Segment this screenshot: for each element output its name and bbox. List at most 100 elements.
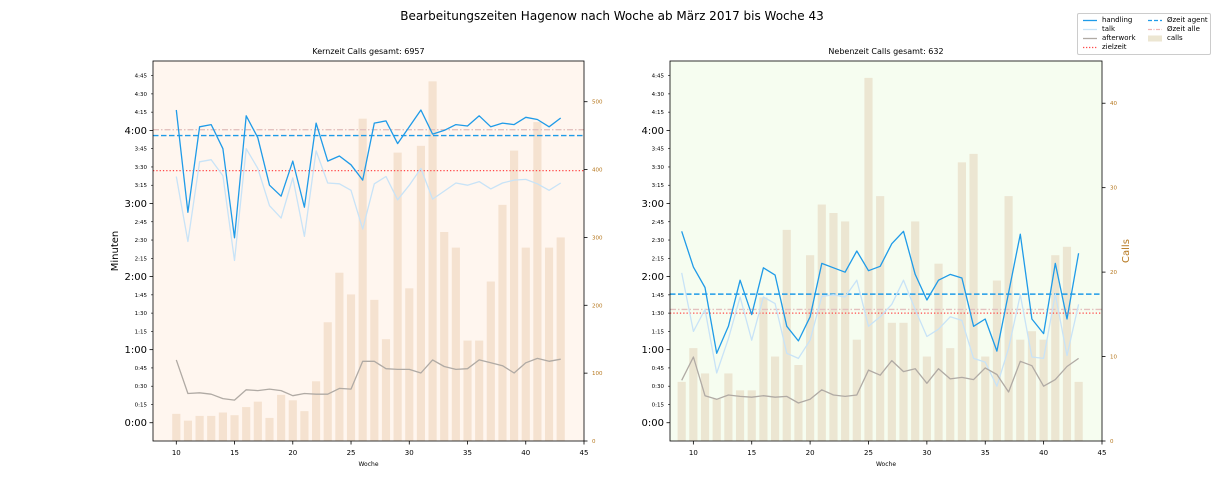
- calls-bar: [486, 281, 495, 441]
- y-tick-label: 4:00: [642, 126, 664, 137]
- y-minor-tick-label: 1:15: [135, 329, 148, 335]
- y2-axis-label: Calls: [1121, 239, 1132, 263]
- dotted-line-swatch-icon: [1083, 46, 1097, 49]
- calls-bar: [544, 247, 554, 441]
- calls-bar: [1027, 331, 1037, 441]
- plot-area: [153, 61, 584, 441]
- x-tick-label: 20: [806, 449, 815, 457]
- y2-tick-label: 300: [592, 235, 603, 241]
- y-axis-label: Minuten: [110, 231, 121, 272]
- legend-label: Øzeit agent: [1167, 16, 1208, 24]
- y-minor-tick-label: 2:15: [652, 256, 665, 262]
- calls-bar: [770, 356, 780, 441]
- y-tick-label: 1:00: [642, 345, 664, 356]
- y-minor-tick-label: 2:30: [135, 238, 148, 244]
- legend-label: calls: [1167, 34, 1183, 42]
- y-tick-label: 2:00: [642, 272, 664, 283]
- dashdot-line-swatch-icon: [1148, 28, 1162, 31]
- calls-bar: [183, 420, 193, 441]
- calls-bar: [265, 417, 274, 441]
- chart-legend: handling Øzeit agent talk Øzeit alle aft…: [1077, 13, 1211, 55]
- calls-bar: [1039, 339, 1048, 441]
- calls-bar: [428, 81, 437, 441]
- y-minor-tick-label: 4:30: [652, 92, 665, 98]
- x-tick-label: 10: [172, 449, 181, 457]
- calls-bar: [405, 288, 414, 441]
- calls-bar: [911, 221, 920, 441]
- calls-bar: [358, 118, 367, 441]
- calls-bar: [864, 77, 873, 441]
- calls-bar: [969, 153, 978, 441]
- calls-bar: [1074, 381, 1083, 441]
- legend-label: Øzeit alle: [1167, 25, 1200, 33]
- y-minor-tick-label: 1:45: [652, 293, 665, 299]
- calls-bar: [806, 255, 815, 441]
- calls-bar: [829, 213, 838, 441]
- y2-tick-label: 40: [1110, 101, 1117, 107]
- y-minor-tick-label: 2:30: [652, 238, 665, 244]
- calls-bar: [323, 322, 332, 441]
- calls-bar: [957, 162, 966, 442]
- y-minor-tick-label: 0:30: [135, 384, 148, 390]
- calls-bar: [841, 221, 850, 441]
- y-tick-label: 4:00: [125, 126, 147, 137]
- y-tick-label: 3:00: [642, 199, 664, 210]
- calls-bar: [440, 232, 449, 441]
- calls-bar: [747, 390, 756, 441]
- y-minor-tick-label: 3:30: [652, 165, 665, 171]
- y-tick-label: 3:00: [125, 199, 147, 210]
- calls-bar: [700, 373, 710, 441]
- x-tick-label: 35: [981, 449, 990, 457]
- calls-bar: [817, 204, 826, 441]
- afterwork-series-line: [175, 357, 561, 401]
- afterwork-line-swatch-icon: [1083, 37, 1097, 40]
- y-tick-label: 2:00: [125, 272, 147, 283]
- x-tick-label: 25: [347, 449, 356, 457]
- x-tick-label: 20: [288, 449, 297, 457]
- x-tick-label: 45: [1098, 449, 1107, 457]
- calls-bar: [1051, 255, 1060, 441]
- talk-line-swatch-icon: [1083, 28, 1097, 31]
- legend-label: talk: [1102, 25, 1116, 33]
- calls-bar: [1004, 196, 1013, 441]
- calls-bar: [510, 150, 519, 442]
- calls-bar: [934, 263, 943, 441]
- y-minor-tick-label: 4:15: [135, 110, 148, 116]
- calls-bar: [946, 348, 955, 441]
- y2-tick-label: 30: [1110, 186, 1117, 192]
- dashed-line-swatch-icon: [1148, 19, 1162, 22]
- plot-area: [670, 61, 1102, 441]
- y-minor-tick-label: 0:30: [652, 384, 665, 390]
- calls-bar: [346, 294, 356, 441]
- calls-bar: [335, 272, 344, 441]
- x-tick-label: 35: [463, 449, 472, 457]
- y-tick-label: 1:00: [125, 345, 147, 356]
- y2-tick-label: 200: [592, 303, 603, 309]
- x-tick-label: 40: [521, 449, 530, 457]
- handling-series-line: [175, 109, 562, 239]
- y-tick-label: 0:00: [642, 418, 664, 429]
- legend-label: afterwork: [1102, 34, 1136, 42]
- calls-bar: [556, 237, 565, 441]
- y2-tick-label: 400: [592, 168, 603, 174]
- x-tick-label: 25: [864, 449, 873, 457]
- y-minor-tick-label: 3:30: [135, 165, 148, 171]
- legend-label: handling: [1102, 16, 1133, 24]
- y-minor-tick-label: 4:30: [135, 92, 148, 98]
- calls-bar: [759, 297, 768, 441]
- calls-bar: [277, 394, 286, 441]
- handling-series-line: [681, 230, 1080, 354]
- y-minor-tick-label: 4:15: [652, 110, 665, 116]
- calls-bar: [677, 381, 686, 441]
- y2-tick-label: 20: [1110, 270, 1117, 276]
- y-minor-tick-label: 3:15: [135, 183, 148, 189]
- x-tick-label: 15: [747, 449, 756, 457]
- y-minor-tick-label: 0:15: [135, 402, 148, 408]
- calls-bar: [253, 401, 262, 441]
- calls-bar: [475, 340, 484, 441]
- y-minor-tick-label: 1:45: [135, 293, 148, 299]
- calls-bar: [416, 145, 425, 442]
- plot-frame: [669, 60, 1103, 442]
- calls-bar: [521, 247, 530, 441]
